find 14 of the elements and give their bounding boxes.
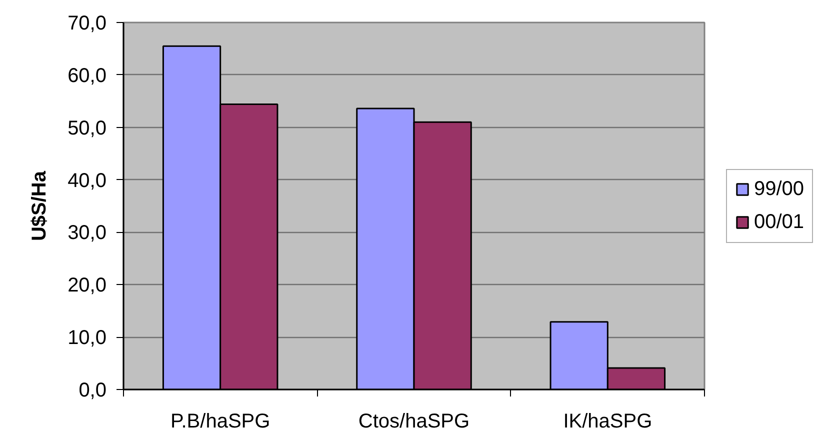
x-tick-label: IK/haSPG [563,410,652,432]
y-axis-title: U$S/Ha [28,170,51,242]
x-tick-label: Ctos/haSPG [358,410,470,432]
y-tick-label: 60,0 [68,64,107,87]
x-tick-label: P.B/haSPG [170,410,270,432]
y-tick-label: 40,0 [68,170,107,192]
y-tick-label: 10,0 [68,327,107,350]
legend-label: 00/01 [754,210,804,234]
legend-label: 99/00 [754,178,804,200]
y-tick-label: 0,0 [78,380,107,402]
y-tick-label: 70,0 [68,12,107,34]
y-tick-label: 20,0 [68,274,107,297]
y-tick-label: 50,0 [68,117,107,140]
y-tick-label: 30,0 [68,222,107,244]
